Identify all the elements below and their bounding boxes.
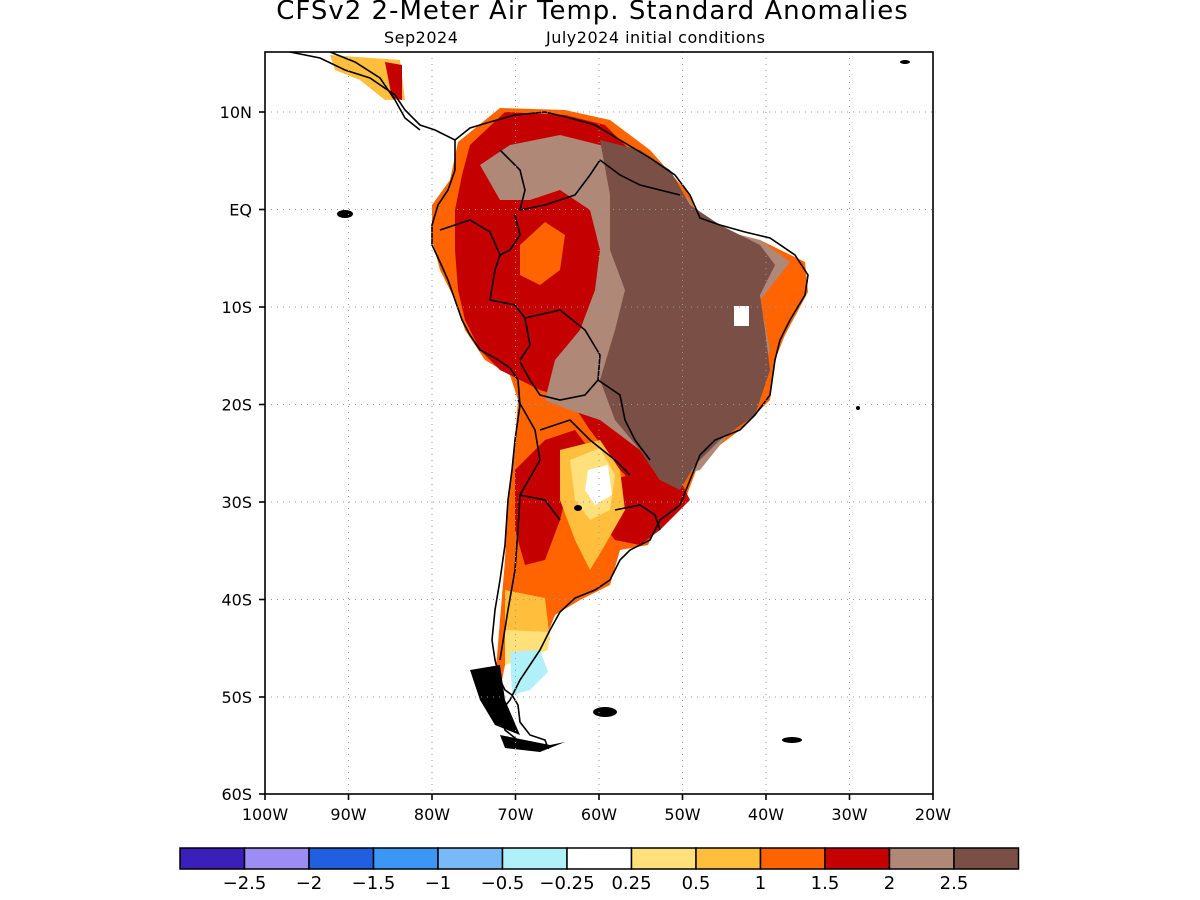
colorbar-swatch [372,847,439,870]
anomaly-region-white-cell [734,306,749,326]
colorbar-swatch [179,847,246,870]
anomaly-region-patagonia-cyan [510,650,548,695]
lat-label: 20S [221,396,252,415]
lagoon-feature [574,505,582,511]
chile-fjords [470,665,520,735]
lon-label: 30W [831,805,867,824]
anomaly-region-orange-w [520,222,565,285]
islands [337,60,910,752]
colorbar-swatch [566,847,633,870]
coastlines [289,52,809,750]
colorbar-label: 2.5 [940,873,969,894]
colorbar-label: −0.5 [481,873,525,894]
colorbar-label: −2 [296,873,323,894]
colorbar-label: −1.5 [352,873,396,894]
colorbar-label: 0.5 [682,873,711,894]
anomaly-region-centralam-red [385,62,402,100]
south-america-coast [431,111,809,750]
lon-label: 50W [664,805,700,824]
map-title: CFSv2 2-Meter Air Temp. Standard Anomali… [276,0,909,26]
colorbar [179,847,1020,870]
boundary-argentina-south [519,494,561,521]
colorbar-label: −1 [425,873,452,894]
axis-ticks [259,111,934,800]
lon-label: 100W [242,805,289,824]
colorbar-swatch [759,847,826,870]
lat-label: 30S [221,493,252,512]
lat-label: 10N [220,103,252,122]
lon-label: 60W [581,805,617,824]
colorbar-swatch [308,847,375,870]
central-america-coast [289,52,456,141]
lat-label: EQ [229,201,252,220]
lat-label: 10S [221,298,252,317]
latitude-labels: 10N EQ 10S 20S 30S 40S 50S 60S [220,103,252,804]
colorbar-swatch [824,847,891,870]
colorbar-swatch [437,847,504,870]
boundary-chile-argentina [499,399,541,661]
boundary-guianas [599,159,681,196]
colorbar-label: 0.25 [611,873,651,894]
colorbar-swatch [953,847,1020,870]
boundary-peru-brazil [489,269,531,361]
colorbar-label: 2 [884,873,895,894]
south-georgia [782,737,802,743]
boundary-ecuador-peru [439,219,501,271]
colorbar-label: 1.5 [811,873,840,894]
grid [265,52,933,794]
target-month-label: Sep2024 [384,28,459,47]
colorbar-label: −2.5 [223,873,267,894]
boundary-colombia-venezuela [499,149,601,212]
tierra-del-fuego [500,735,565,752]
boundary-uruguay [614,504,661,531]
initial-conditions-label: July2024 initial conditions [546,28,766,47]
boundary-argentina-paraguay [539,419,631,476]
colorbar-swatch [695,847,762,870]
lat-label: 40S [221,591,252,610]
colorbar-swatch [243,847,310,870]
lon-label: 90W [330,805,366,824]
lat-label: 50S [221,688,252,707]
lon-label: 70W [497,805,533,824]
lon-label: 80W [414,805,450,824]
lon-label: 40W [748,805,784,824]
atlantic-islet [900,60,910,64]
boundary-brazil-paraguay [597,379,651,461]
trindade-islet [856,406,860,410]
anomaly-fields [330,55,808,695]
colorbar-label: −0.25 [539,873,594,894]
colorbar-swatch [501,847,568,870]
boundary-colombia-brazil [499,214,521,256]
colorbar-label: 1 [755,873,766,894]
colorbar-swatch [630,847,697,870]
lon-label: 20W [915,805,951,824]
colorbar-labels: −2.5 −2 −1.5 −1 −0.5 −0.25 0.25 0.5 1 1.5 2 2.5 [223,873,969,894]
colorbar-swatch [888,847,955,870]
lat-label: 60S [221,785,252,804]
galapagos-islands [337,210,353,218]
central-america-coast-pacific [329,52,421,131]
longitude-labels: 100W 90W 80W 70W 60W 50W 40W 30W 20W [242,805,951,824]
boundary-bolivia [519,309,601,401]
falkland-islands [593,707,617,717]
anomaly-region-brown [600,140,775,490]
